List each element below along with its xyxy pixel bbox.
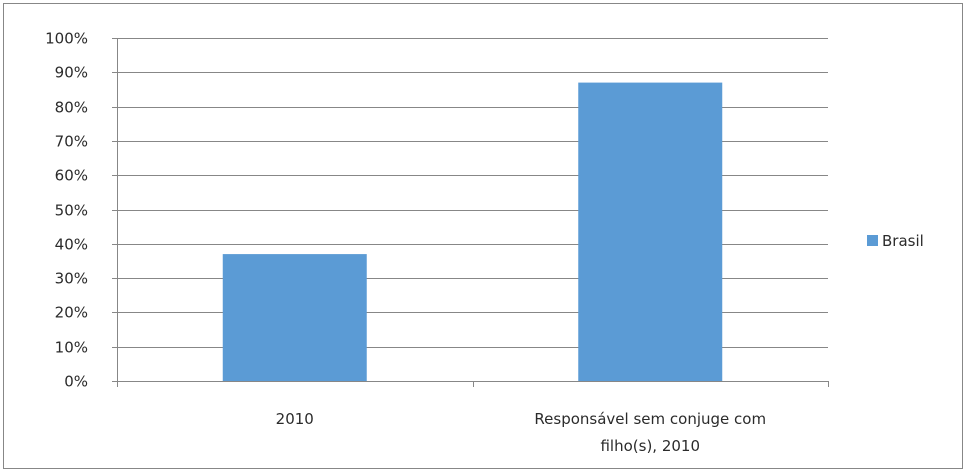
x-category-label: 2010 [276,410,314,428]
y-tick-label: 80% [55,99,88,117]
bar-1 [222,254,367,381]
y-tick-label: 30% [55,270,88,288]
y-tick-label: 60% [55,167,88,185]
y-axis-ticks: 0% 10% 20% 30% 40% 50% 60% 70% 80% 90% 100% [45,30,117,391]
y-tick-label: 50% [55,202,88,220]
x-axis-labels: 2010 Responsável sem conjuge com filho(s),… [276,410,766,455]
y-tick-label: 40% [55,236,88,254]
legend: Brasil [867,232,924,250]
y-tick-label: 20% [55,304,88,322]
y-tick-label: 70% [55,133,88,151]
y-tick-label: 10% [55,339,88,357]
x-category-label: filho(s), 2010 [600,437,700,455]
legend-label: Brasil [882,232,924,250]
y-tick-label: 100% [45,30,88,48]
y-tick-label: 0% [64,373,88,391]
bar-2 [578,82,723,381]
y-tick-label: 90% [55,64,88,82]
chart-frame [3,3,963,469]
bars [222,82,723,381]
axes [117,38,829,387]
legend-swatch [867,235,878,246]
x-category-label: Responsável sem conjuge com [534,410,766,428]
